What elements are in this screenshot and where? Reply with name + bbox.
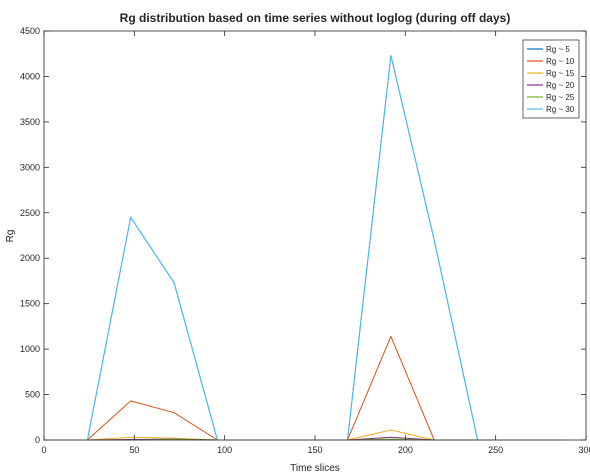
legend: Rg ~ 5 Rg ~ 10 Rg ~ 15 Rg ~ 20 Rg ~ 25 Rg ~ 3… bbox=[523, 40, 579, 118]
y-tick-label: 3000 bbox=[20, 162, 40, 172]
x-tick-label: 200 bbox=[398, 445, 413, 455]
x-axis-label: Time slices bbox=[290, 463, 340, 473]
y-tick-label: 2000 bbox=[20, 253, 40, 263]
x-tick-label: 100 bbox=[217, 445, 232, 455]
x-tick-label: 50 bbox=[129, 445, 139, 455]
legend-label-5: Rg ~ 25 bbox=[546, 93, 575, 102]
x-tick-label: 300 bbox=[578, 445, 590, 455]
x-tick-label: 150 bbox=[307, 445, 322, 455]
y-tick-label: 4500 bbox=[20, 26, 40, 36]
y-tick-label: 2500 bbox=[20, 208, 40, 218]
legend-label-6: Rg ~ 30 bbox=[546, 105, 575, 114]
x-tick-label: 0 bbox=[41, 445, 46, 455]
y-axis-label: Rg bbox=[5, 230, 16, 243]
y-tick-label: 1000 bbox=[20, 344, 40, 354]
legend-label-1: Rg ~ 5 bbox=[546, 45, 570, 54]
y-tick-label: 4000 bbox=[20, 71, 40, 81]
legend-label-2: Rg ~ 10 bbox=[546, 57, 575, 66]
plot-area bbox=[44, 31, 586, 440]
y-tick-label: 500 bbox=[25, 390, 40, 400]
y-tick-label: 1500 bbox=[20, 299, 40, 309]
chart-title: Rg distribution based on time series wit… bbox=[120, 11, 511, 25]
x-tick-label: 250 bbox=[488, 445, 503, 455]
y-tick-label: 3500 bbox=[20, 117, 40, 127]
legend-label-3: Rg ~ 15 bbox=[546, 69, 575, 78]
y-tick-label: 0 bbox=[35, 435, 40, 445]
legend-label-4: Rg ~ 20 bbox=[546, 81, 575, 90]
